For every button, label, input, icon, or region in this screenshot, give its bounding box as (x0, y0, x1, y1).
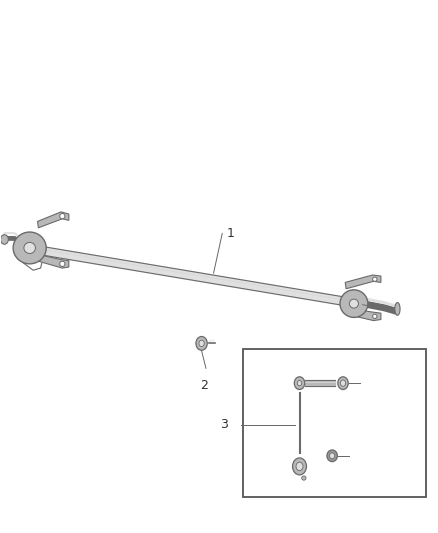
Ellipse shape (297, 381, 302, 386)
Ellipse shape (338, 377, 348, 390)
Ellipse shape (327, 450, 337, 462)
Polygon shape (25, 244, 359, 308)
Ellipse shape (296, 462, 303, 471)
Ellipse shape (60, 214, 65, 219)
Ellipse shape (24, 243, 35, 254)
Ellipse shape (395, 303, 400, 316)
Ellipse shape (329, 453, 335, 459)
Polygon shape (38, 212, 69, 228)
Ellipse shape (340, 290, 368, 317)
FancyBboxPatch shape (243, 349, 426, 497)
Ellipse shape (0, 235, 8, 244)
Ellipse shape (350, 299, 358, 308)
Polygon shape (345, 275, 381, 289)
Ellipse shape (294, 377, 305, 390)
Text: 4: 4 (350, 449, 358, 462)
Ellipse shape (196, 336, 207, 350)
Ellipse shape (340, 380, 346, 386)
Ellipse shape (302, 476, 306, 480)
Polygon shape (345, 308, 381, 320)
Ellipse shape (373, 277, 377, 281)
Text: 4: 4 (362, 377, 370, 390)
Ellipse shape (373, 314, 377, 318)
Ellipse shape (199, 340, 204, 346)
Text: 3: 3 (220, 418, 228, 431)
Ellipse shape (13, 232, 46, 264)
Polygon shape (38, 254, 69, 268)
Text: 2: 2 (200, 379, 208, 392)
Text: 1: 1 (226, 227, 234, 240)
Ellipse shape (293, 458, 307, 475)
Ellipse shape (60, 261, 65, 266)
